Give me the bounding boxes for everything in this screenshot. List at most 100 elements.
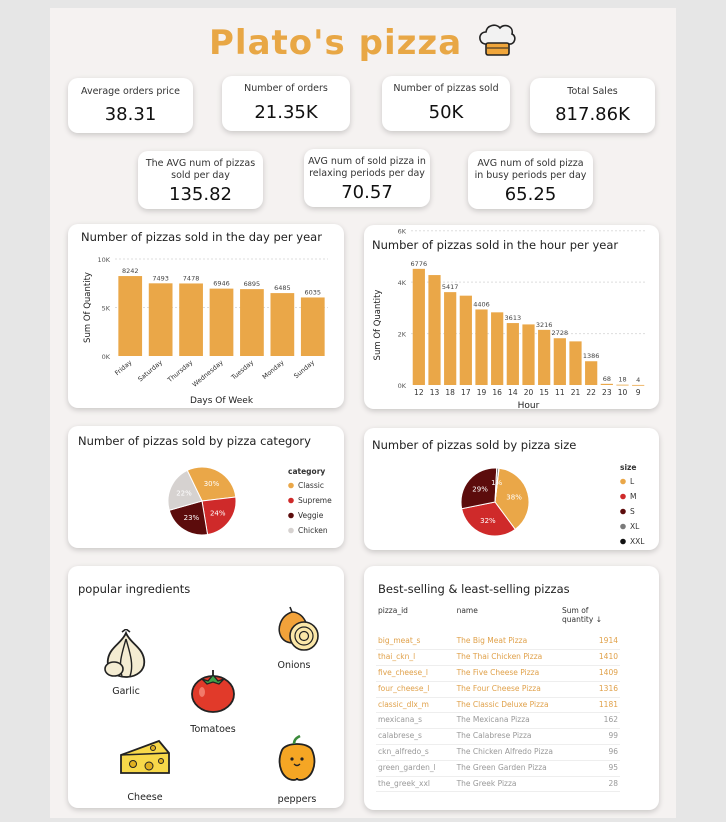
ingredient-label: Cheese <box>127 792 163 803</box>
title-text: Plato's pizza <box>209 23 463 63</box>
legend-title: size <box>620 463 637 472</box>
table-row[interactable]: the_greek_xxl The Greek Pizza 28 <box>376 776 620 793</box>
data-label: 1386 <box>583 352 600 360</box>
bar <box>585 361 598 385</box>
table-row[interactable]: big_meat_s The Big Meat Pizza 1914 <box>376 634 620 651</box>
x-tick-label: 12 <box>414 388 424 397</box>
x-tick-label: Wednesday <box>191 358 225 388</box>
data-label: 7493 <box>152 274 169 282</box>
legend-marker <box>620 508 626 515</box>
cell-name: The Chicken Alfredo Pizza <box>454 744 561 761</box>
data-label: 18 <box>618 376 626 384</box>
slice-label: 32% <box>480 517 496 525</box>
column-header-sorted[interactable]: Sum of quantity ↓ <box>560 604 620 634</box>
table-row[interactable]: four_cheese_l The Four Cheese Pizza 1316 <box>376 681 620 698</box>
cell-quantity: 99 <box>560 728 620 746</box>
cell-name: The Mexicana Pizza <box>454 712 561 730</box>
chart-title: Number of pizzas sold by pizza category <box>78 434 311 448</box>
legend-marker <box>620 523 626 530</box>
x-axis-label: Days Of Week <box>190 396 254 406</box>
kpi-total-sales: Total Sales 817.86K <box>530 78 655 133</box>
data-label: 6895 <box>244 280 261 288</box>
cell-pizza-id: four_cheese_l <box>376 681 455 698</box>
slice-label: 38% <box>506 493 522 501</box>
x-tick-label: 23 <box>602 388 612 397</box>
ingredients-title: popular ingredients <box>78 582 191 596</box>
kpi-number-of-pizzas-sold: Number of pizzas sold 50K <box>382 76 510 131</box>
x-tick-label: 14 <box>508 388 518 397</box>
column-header[interactable]: pizza_id <box>378 606 408 615</box>
table-row[interactable]: classic_dlx_m The Classic Deluxe Pizza 118… <box>376 697 620 714</box>
legend-item: S <box>630 507 635 516</box>
x-tick-label: Thursday <box>165 358 194 384</box>
bar <box>475 309 488 385</box>
legend-item: Veggie <box>298 511 324 520</box>
bar <box>506 323 519 385</box>
cell-quantity: 162 <box>560 712 620 730</box>
legend-marker <box>288 482 294 489</box>
onion-icon <box>278 606 319 651</box>
cell-pizza-id: five_cheese_l <box>376 665 455 682</box>
pepper-icon <box>278 734 316 781</box>
x-tick-label: 18 <box>445 388 455 397</box>
day-chart-card: Number of pizzas sold in the day per yea… <box>68 224 344 408</box>
table-row[interactable]: ckn_alfredo_s The Chicken Alfredo Pizza 96 <box>376 744 620 761</box>
kpi-label: The AVG num of pizzas sold per day <box>145 158 256 181</box>
data-label: 6035 <box>305 288 322 296</box>
table-row[interactable]: mexicana_s The Mexicana Pizza 162 <box>376 712 620 730</box>
kpi-value: 70.57 <box>341 182 393 203</box>
legend-marker <box>288 497 294 504</box>
x-tick-label: Monday <box>261 358 286 381</box>
data-label: 6776 <box>411 260 428 268</box>
data-label: 4406 <box>473 300 490 308</box>
cell-quantity: 1409 <box>560 665 620 682</box>
cell-name: The Big Meat Pizza <box>454 634 561 651</box>
cell-quantity: 96 <box>560 744 620 761</box>
bar <box>538 329 551 385</box>
cell-name: The Four Cheese Pizza <box>454 681 561 698</box>
data-label: 7478 <box>183 274 200 282</box>
kpi-number-of-orders: Number of orders 21.35K <box>222 76 350 131</box>
cell-quantity: 1914 <box>560 634 620 651</box>
dashboard-title: Plato's pizza <box>50 22 676 67</box>
cell-quantity: 1410 <box>560 649 620 667</box>
pie-slice <box>201 496 237 536</box>
cell-name: The Calabrese Pizza <box>454 728 561 746</box>
bar <box>209 288 234 356</box>
data-label: 5417 <box>442 283 459 291</box>
table-row[interactable]: thai_ckn_l The Thai Chicken Pizza 1410 <box>376 649 620 667</box>
x-tick-label: 10 <box>618 388 628 397</box>
kpi-label: Number of orders <box>244 83 328 94</box>
table-header-row: pizza_id name Sum of quantity ↓ <box>376 604 620 634</box>
y-tick-label: 2K <box>398 331 407 339</box>
data-label: 3216 <box>536 321 553 329</box>
data-label: 6485 <box>274 284 291 292</box>
column-header[interactable]: name <box>456 606 478 615</box>
slice-label: 22% <box>176 489 192 497</box>
bar <box>428 275 441 385</box>
legend-title: category <box>288 467 325 476</box>
y-tick-label: 0K <box>398 382 407 390</box>
bar <box>118 276 143 356</box>
bar <box>491 312 504 385</box>
bar <box>553 338 566 385</box>
kpi-label: Average orders price <box>81 86 180 97</box>
bar <box>148 283 173 356</box>
kpi-label: AVG num of sold pizza in busy periods pe… <box>474 158 587 181</box>
table-row[interactable]: green_garden_l The Green Garden Pizza 95 <box>376 760 620 777</box>
cell-pizza-id: green_garden_l <box>376 760 455 777</box>
bar <box>600 383 613 385</box>
slice-label: 23% <box>184 514 200 522</box>
x-tick-label: 20 <box>524 388 534 397</box>
kpi-value: 817.86K <box>555 104 630 125</box>
table-row[interactable]: five_cheese_l The Five Cheese Pizza 1409 <box>376 665 620 682</box>
table-row[interactable]: calabrese_s The Calabrese Pizza 99 <box>376 728 620 746</box>
cell-quantity: 28 <box>560 776 620 793</box>
size-pie-card: Number of pizzas sold by pizza size 38% 3… <box>364 428 659 550</box>
category-pie-chart: 30% 24% 23% 22% category Classic Supreme Veggie… <box>167 466 332 536</box>
x-tick-label: Sunday <box>292 358 316 380</box>
pie-slice <box>167 469 203 511</box>
chef-hat-icon <box>477 22 517 67</box>
bar <box>179 283 203 356</box>
cell-name: The Green Garden Pizza <box>454 760 561 777</box>
